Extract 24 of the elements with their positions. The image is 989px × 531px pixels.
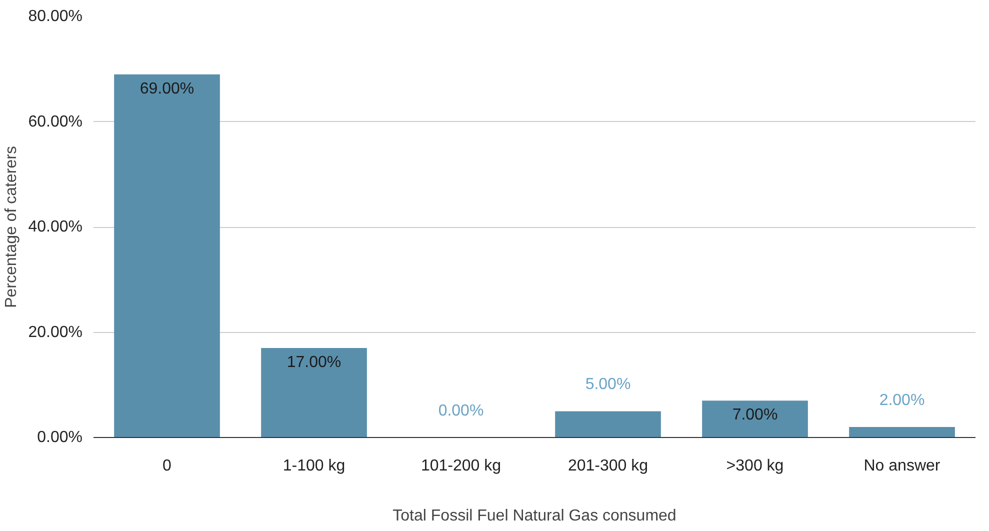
x-tick-label: 1-100 kg bbox=[282, 458, 346, 474]
x-tick-label: 101-200 kg bbox=[420, 458, 502, 474]
y-tick-label: 40.00% bbox=[28, 218, 82, 236]
y-axis-title: Percentage of caterers bbox=[3, 146, 20, 308]
data-label: 17.00% bbox=[286, 354, 342, 372]
y-tick-label: 0.00% bbox=[37, 429, 83, 446]
x-tick-label: 0 bbox=[162, 458, 172, 474]
y-tick-label: 60.00% bbox=[28, 113, 82, 130]
data-label: 0.00% bbox=[438, 402, 484, 420]
x-tick-label: 201-300 kg bbox=[568, 458, 648, 474]
x-axis-title: Total Fossil Fuel Natural Gas consumed bbox=[392, 508, 676, 524]
x-tick-label: >300 kg bbox=[726, 458, 784, 474]
bar bbox=[261, 348, 367, 438]
data-label: 7.00% bbox=[732, 406, 778, 424]
y-tick-label: 20.00% bbox=[28, 324, 82, 341]
bar bbox=[849, 426, 955, 438]
x-tick-label: No answer bbox=[864, 458, 941, 474]
data-label: 69.00% bbox=[140, 80, 194, 98]
data-label: 5.00% bbox=[585, 376, 631, 394]
y-tick-label: 80.00% bbox=[28, 8, 82, 25]
bar bbox=[702, 400, 808, 438]
bar bbox=[555, 411, 661, 438]
bar bbox=[114, 74, 220, 438]
data-label: 2.00% bbox=[879, 392, 925, 409]
